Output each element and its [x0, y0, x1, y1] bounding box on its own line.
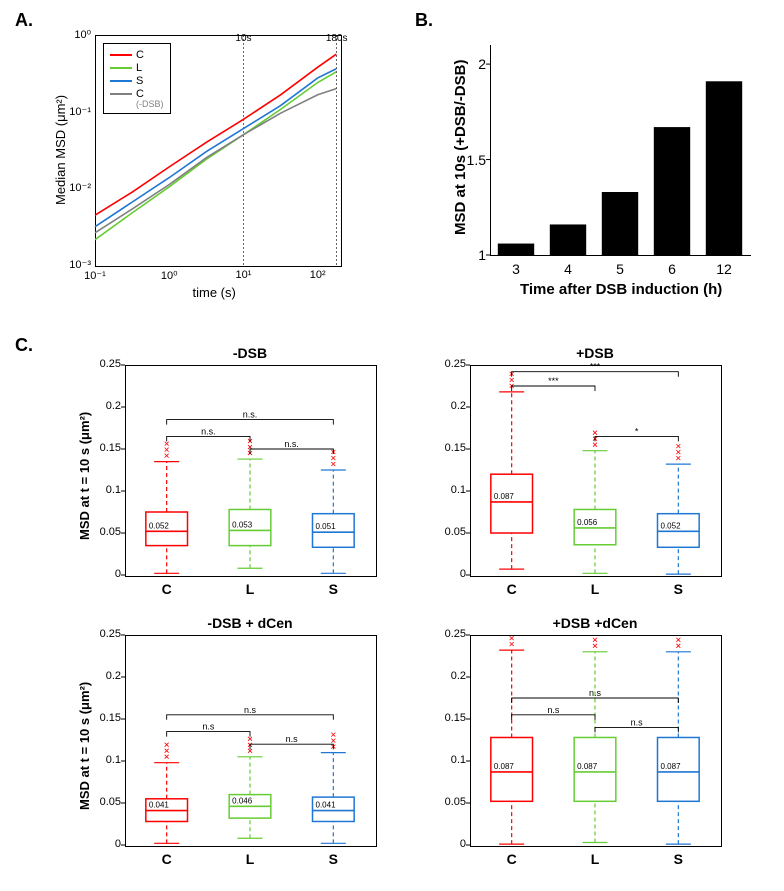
svg-text:0.087: 0.087	[577, 762, 598, 771]
svg-text:n.s: n.s	[631, 717, 644, 727]
panel-c-ytick: 0.05	[432, 796, 466, 808]
panel-c-ytick: 0.1	[432, 754, 466, 766]
panel-c-cat: L	[583, 851, 607, 867]
panel-c-svg-3: 0.087 0.087 0.087 n.s n.s n.s	[10, 10, 730, 855]
svg-text:0.087: 0.087	[494, 762, 515, 771]
svg-text:n.s: n.s	[589, 688, 602, 698]
panel-c-ytick: 0.15	[432, 712, 466, 724]
figure-container: A. B. C. 10⁻¹10⁰10¹10²10⁻³10⁻²10⁻¹10⁰tim…	[10, 10, 774, 881]
panel-c-ytick: 0.2	[432, 670, 466, 682]
svg-text:n.s: n.s	[547, 705, 560, 715]
svg-text:0.087: 0.087	[661, 762, 682, 771]
panel-c-cat: S	[666, 851, 690, 867]
panel-c-cat: C	[500, 851, 524, 867]
panel-c-ytick: 0	[432, 838, 466, 850]
panel-c-ytick: 0.25	[432, 628, 466, 640]
